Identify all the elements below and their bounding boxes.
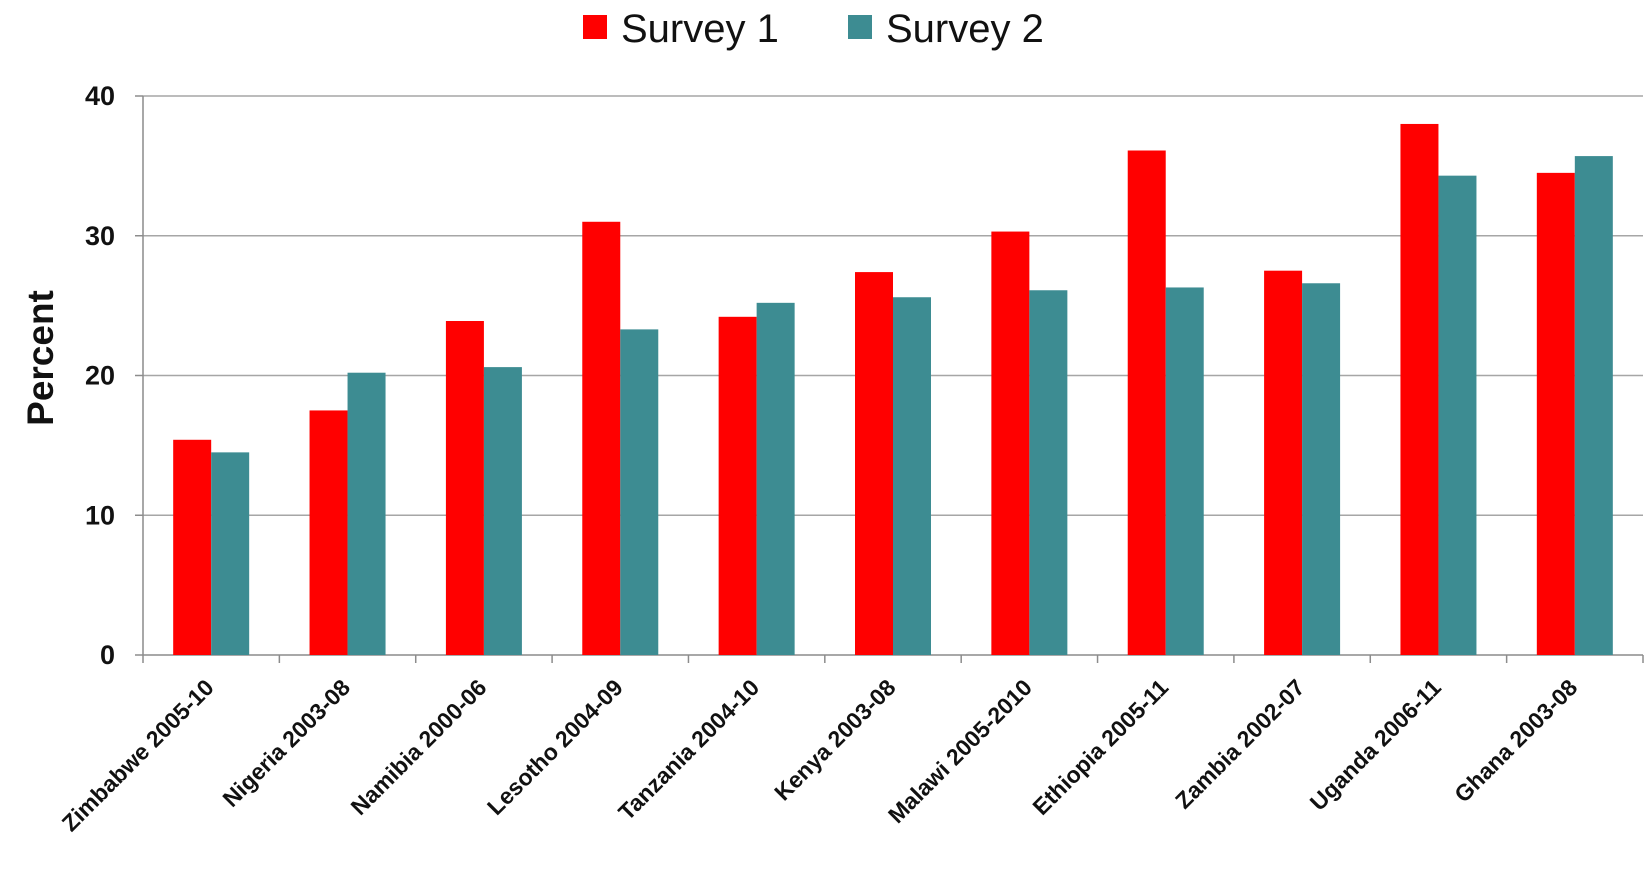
bar-survey-2	[1029, 290, 1068, 655]
y-tick-label: 40	[85, 81, 115, 111]
bar-survey-1	[718, 316, 757, 655]
x-tick-label: Ghana 2003-08	[1449, 674, 1582, 807]
bar-survey-1	[1536, 172, 1575, 656]
bar-survey-1	[309, 410, 348, 655]
y-tick-label: 20	[85, 361, 115, 391]
legend: Survey 1 Survey 2	[583, 7, 1044, 51]
bar-survey-2	[756, 302, 795, 655]
x-tick-label: Malawi 2005-2010	[883, 674, 1037, 828]
bar-survey-2	[1574, 156, 1613, 655]
y-tick-label: 0	[100, 640, 115, 670]
legend-swatch	[583, 15, 607, 39]
bar-survey-2	[1165, 287, 1204, 655]
y-tick-label: 30	[85, 221, 115, 251]
x-tick-label: Nigeria 2003-08	[217, 674, 355, 812]
bar-survey-1	[445, 320, 484, 655]
bar-survey-2	[1302, 283, 1341, 655]
bar-survey-1	[1400, 123, 1439, 655]
x-tick-label: Namibia 2000-06	[346, 674, 492, 820]
y-tick-labels: 0 10 20 30 40	[85, 81, 115, 670]
bar-survey-1	[1127, 150, 1166, 655]
x-tick-label: Uganda 2006-11	[1305, 674, 1446, 815]
y-axis-title: Percent	[20, 290, 61, 426]
bar-survey-2	[211, 452, 250, 655]
bar-survey-1	[582, 221, 621, 655]
bar-survey-2	[347, 372, 386, 655]
x-tick-label: Tanzania 2004-10	[613, 674, 764, 825]
bars	[173, 123, 1613, 656]
bar-survey-2	[483, 367, 522, 655]
y-tick-label: 10	[85, 500, 115, 530]
bar-survey-2	[1438, 175, 1477, 655]
legend-swatch	[848, 15, 872, 39]
bar-survey-1	[173, 439, 212, 655]
x-tick-label: Zambia 2002-07	[1170, 674, 1310, 814]
x-tick-label: Lesotho 2004-09	[482, 674, 628, 820]
bar-survey-1	[855, 272, 893, 655]
legend-label: Survey 1	[621, 7, 779, 51]
bar-survey-1	[1264, 270, 1303, 655]
x-tick-label: Ethiopia 2005-11	[1027, 674, 1173, 820]
x-tick-label: Kenya 2003-08	[769, 674, 901, 806]
legend-label: Survey 2	[886, 7, 1044, 51]
bar-survey-2	[620, 329, 659, 655]
bar-survey-2	[893, 297, 931, 655]
bar-survey-1	[991, 231, 1030, 655]
x-tick-label: Zimbabwe 2005-10	[57, 674, 219, 836]
